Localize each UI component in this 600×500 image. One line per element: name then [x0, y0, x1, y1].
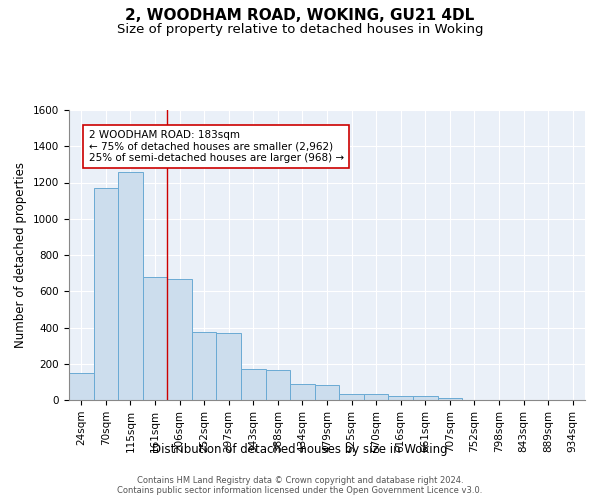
Bar: [94, 188, 118, 400]
Bar: [118, 172, 143, 400]
Bar: [167, 278, 192, 400]
Text: 2, WOODHAM ROAD, WOKING, GU21 4DL: 2, WOODHAM ROAD, WOKING, GU21 4DL: [125, 8, 475, 22]
Bar: [290, 384, 315, 400]
Bar: [69, 373, 94, 400]
Bar: [315, 384, 339, 400]
Bar: [266, 370, 290, 400]
Bar: [364, 394, 388, 400]
Bar: [437, 398, 462, 400]
Text: Contains HM Land Registry data © Crown copyright and database right 2024.
Contai: Contains HM Land Registry data © Crown c…: [118, 476, 482, 495]
Y-axis label: Number of detached properties: Number of detached properties: [14, 162, 28, 348]
Bar: [143, 277, 167, 400]
Bar: [388, 396, 413, 400]
Bar: [192, 332, 217, 400]
Text: 2 WOODHAM ROAD: 183sqm
← 75% of detached houses are smaller (2,962)
25% of semi-: 2 WOODHAM ROAD: 183sqm ← 75% of detached…: [89, 130, 344, 163]
Bar: [217, 333, 241, 400]
Text: Size of property relative to detached houses in Woking: Size of property relative to detached ho…: [117, 22, 483, 36]
Bar: [339, 394, 364, 400]
Bar: [413, 396, 437, 400]
Text: Distribution of detached houses by size in Woking: Distribution of detached houses by size …: [152, 442, 448, 456]
Bar: [241, 369, 266, 400]
